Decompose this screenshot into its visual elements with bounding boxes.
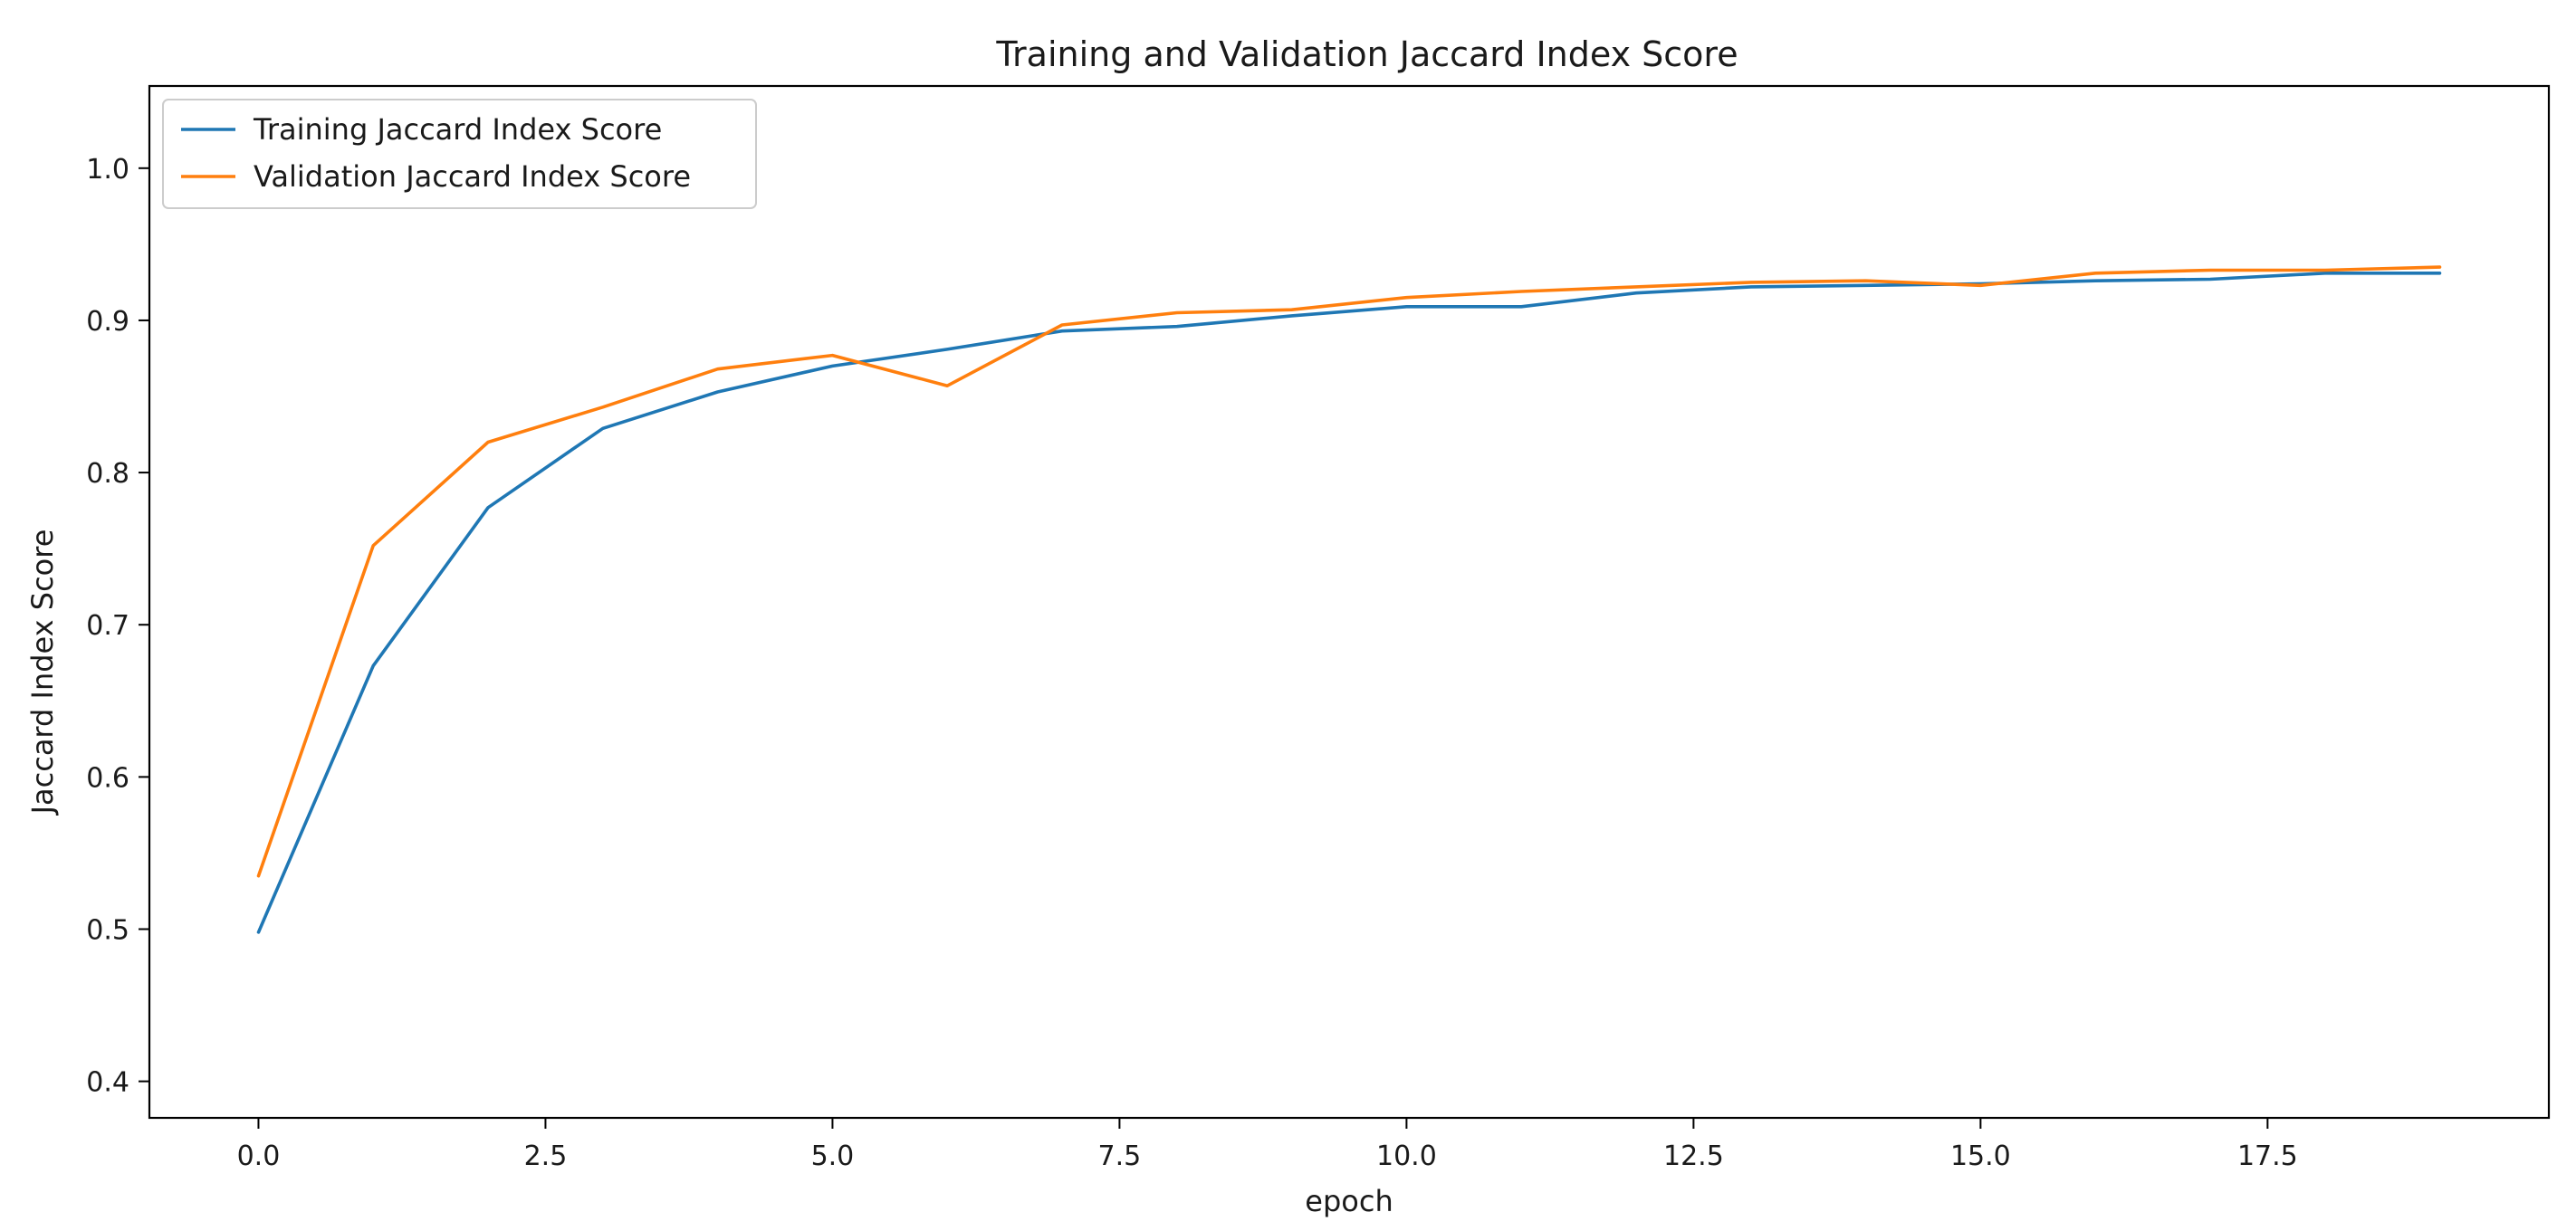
x-axis: 0.0 2.5 5.0 7.5 10.0 12.5 15.0 17.5 xyxy=(237,1118,2298,1172)
x-axis-label: epoch xyxy=(1305,1184,1393,1218)
y-tick-label: 0.9 xyxy=(86,306,129,338)
legend-box xyxy=(162,99,757,209)
y-axis-label: Jaccard Index Score xyxy=(25,530,60,816)
x-tick-label: 12.5 xyxy=(1663,1140,1724,1172)
legend-entry: Validation Jaccard Index Score xyxy=(254,159,691,194)
series-line-training xyxy=(256,271,2442,934)
legend-entry: Training Jaccard Index Score xyxy=(253,112,662,147)
plot-frame xyxy=(148,84,2551,1120)
y-tick-label: 0.7 xyxy=(86,610,129,642)
y-tick-label: 1.0 xyxy=(86,154,129,186)
y-tick-label: 0.4 xyxy=(86,1067,129,1099)
chart-title: Training and Validation Jaccard Index Sc… xyxy=(995,34,1738,74)
x-tick-label: 17.5 xyxy=(2237,1140,2298,1172)
y-tick-label: 0.5 xyxy=(86,915,129,947)
x-tick-label: 10.0 xyxy=(1376,1140,1437,1172)
y-tick-label: 0.8 xyxy=(86,458,129,490)
x-tick-label: 7.5 xyxy=(1098,1140,1142,1172)
plot-area xyxy=(148,84,2551,1120)
x-tick-label: 0.0 xyxy=(237,1140,281,1172)
y-axis: 0.4 0.5 0.6 0.7 0.8 0.9 1.0 xyxy=(86,154,149,1099)
x-tick-label: 5.0 xyxy=(811,1140,855,1172)
x-tick-label: 15.0 xyxy=(1950,1140,2011,1172)
y-tick-label: 0.6 xyxy=(86,762,129,794)
legend: Training Jaccard Index Score Validation J… xyxy=(162,99,757,209)
x-tick-label: 2.5 xyxy=(524,1140,568,1172)
series-line-validation xyxy=(256,265,2442,878)
